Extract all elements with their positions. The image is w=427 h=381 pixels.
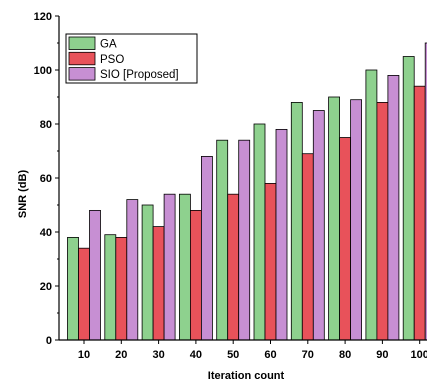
y-axis-title: SNR (dB) [17,170,29,219]
legend-label-2: PSO [100,54,124,66]
bar-pso-30 [152,226,165,341]
bar-ga-10 [67,236,79,341]
bar-ga-50 [216,139,229,341]
bar-ga-60 [253,123,266,341]
bar-sio-proposed-30 [163,193,176,341]
x-tick-label-40: 40 [190,349,202,361]
y-tick-label-60: 60 [40,173,52,185]
bar-ga-70 [290,102,303,341]
legend: GA PSO SIO [Proposed] [65,33,198,84]
bar-ga-30 [141,204,154,341]
legend-swatch-1 [68,36,96,50]
bar-sio-proposed-20 [126,199,139,341]
bar-sio-proposed-50 [238,139,251,341]
legend-swatch-2 [68,51,96,66]
x-tick-label-30: 30 [152,349,164,361]
bar-pso-70 [301,153,314,341]
x-tick-label-10: 10 [78,349,90,361]
bar-ga-40 [178,193,191,341]
legend-swatch-3 [68,67,96,81]
bar-ga-90 [365,69,378,341]
bar-ga-80 [328,96,341,341]
bar-pso-50 [227,193,240,341]
bar-sio-proposed-40 [200,155,213,341]
axes-layer: 0 20 40 60 80 100 120 10 20 30 40 50 60 70 80 90 100 [34,11,427,361]
x-axis-title: Iteration count [208,370,285,381]
bars-layer [67,42,427,341]
bar-sio-proposed-10 [89,209,101,341]
x-tick-label-90: 90 [376,349,388,361]
y-tick-label-20: 20 [40,281,52,293]
y-tick-label-100: 100 [34,65,52,77]
legend-label-1: GA [100,39,117,51]
bar-pso-80 [339,137,352,341]
legend-label-3: SIO [Proposed] [100,69,179,81]
x-tick-label-60: 60 [264,349,276,361]
bar-pso-100 [413,85,426,341]
bar-pso-40 [189,209,202,341]
x-tick-label-100: 100 [411,349,427,361]
x-tick-label-50: 50 [227,349,239,361]
bar-pso-90 [376,102,389,341]
bar-pso-10 [78,247,90,341]
bar-pso-20 [115,236,128,341]
bar-ga-100 [402,56,415,341]
bar-sio-proposed-100 [424,42,427,341]
bar-sio-proposed-60 [275,128,288,341]
bar-sio-proposed-70 [312,110,325,341]
bar-pso-60 [264,182,277,341]
y-tick-label-40: 40 [40,227,52,239]
bar-sio-proposed-90 [387,75,400,341]
y-tick-label-120: 120 [34,11,52,23]
y-tick-label-80: 80 [40,119,52,131]
x-tick-label-80: 80 [339,349,351,361]
bar-sio-proposed-80 [350,99,363,341]
bar-ga-20 [104,234,117,341]
x-tick-label-70: 70 [302,349,314,361]
y-tick-label-0: 0 [46,335,52,347]
x-tick-label-20: 20 [115,349,127,361]
